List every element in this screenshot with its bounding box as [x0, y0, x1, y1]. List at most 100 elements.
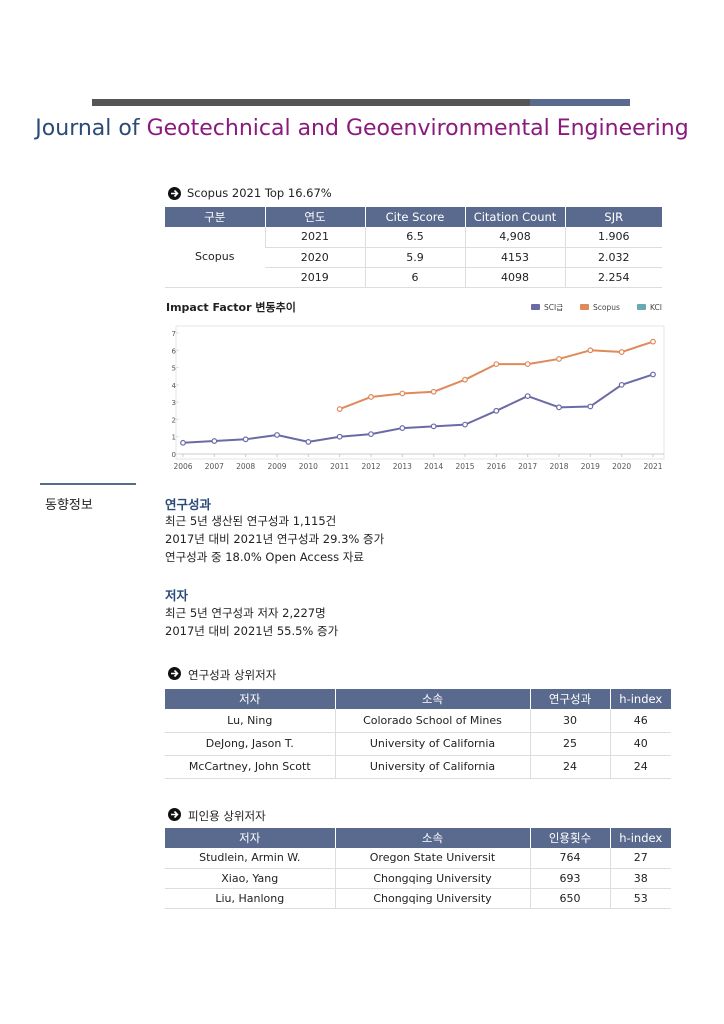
row: McCartney, John Scott University of Calif…: [165, 755, 671, 779]
cell: 25: [529, 732, 610, 756]
research-lines: 최근 5년 생산된 연구성과 1,115건 2017년 대비 2021년 연구성과…: [165, 513, 384, 567]
header-cell: SJR: [564, 207, 662, 227]
data-point: [493, 407, 500, 414]
y-tick-label: 5: [172, 365, 176, 373]
cell: McCartney, John Scott: [165, 755, 335, 779]
data-point: [462, 376, 468, 383]
data-point: [430, 388, 437, 395]
y-tick-label: 7: [172, 330, 176, 338]
header-cell: h-index: [609, 689, 671, 709]
cell: Oregon State Universit: [334, 848, 530, 869]
data-point: [211, 438, 218, 444]
data-point: [368, 431, 374, 438]
bullet-icon: [168, 187, 181, 200]
text-line: 연구성과 중 18.0% Open Access 자료: [165, 550, 364, 564]
header-cell: h-index: [609, 828, 671, 848]
row: Lu, Ning Colorado School of Mines 30 46: [165, 709, 671, 733]
data-point: [399, 390, 406, 397]
data-point: [650, 371, 656, 378]
cell: 6.5: [364, 227, 465, 248]
text-line: 2017년 대비 2021년 55.5% 증가: [165, 624, 339, 638]
data-point: [180, 439, 186, 446]
cell: Chongqing University: [334, 888, 530, 909]
data-point: [618, 349, 625, 355]
legend-label: Scopus: [593, 303, 620, 312]
table-heading: 연구성과 상위저자: [188, 668, 277, 682]
chart: Impact Factor 변동추이 0 1 2 3 4 5 6 7 2006 2007 2008 20…: [166, 300, 665, 471]
cell: DeJong, Jason T.: [165, 732, 335, 756]
cell: Scopus: [165, 227, 265, 288]
row: Scopus 2021 6.5 4,908 1.906: [165, 227, 662, 288]
cell: 4153: [464, 247, 565, 268]
scopus-heading: Scopus 2021 Top 16.67%: [187, 186, 332, 200]
header-row: 저자 소속 인용횟수 h-index: [165, 828, 671, 848]
cell: 27: [609, 848, 671, 869]
chart-title: Impact Factor 변동추이: [166, 300, 296, 314]
data-point: [587, 403, 594, 410]
side-label: 동향정보: [45, 498, 93, 513]
header-cell: 저자: [165, 828, 335, 848]
cell: 5.9: [364, 247, 465, 268]
header-cell: 구분: [165, 207, 265, 227]
data-point: [524, 361, 531, 368]
header-cell: 저자: [165, 689, 335, 709]
cell: 46: [609, 709, 671, 733]
cell: 2.032: [564, 247, 662, 268]
text-line: 2017년 대비 2021년 연구성과 29.3% 증가: [165, 532, 385, 546]
y-tick-label: 3: [172, 399, 176, 407]
header-cell: Citation Count: [464, 207, 565, 227]
cell: 1.906: [564, 227, 662, 248]
header-row: 저자 소속 연구성과 h-index: [165, 689, 671, 709]
series-line: [339, 340, 654, 410]
data-point: [430, 423, 437, 430]
data-point: [587, 347, 594, 354]
header-cell: Cite Score: [364, 207, 465, 227]
x-tick-label: 2017: [518, 462, 537, 471]
cell: 4098: [464, 267, 565, 288]
legend-swatch: [531, 304, 540, 310]
title-b: Geotechnical and Geoenvironmental Engine…: [146, 116, 689, 141]
cell: Xiao, Yang: [165, 868, 335, 889]
y-tick-label: 6: [172, 347, 177, 355]
cell: 764: [529, 848, 610, 869]
cell: 693: [529, 868, 610, 889]
data-point: [462, 421, 468, 428]
top-bar: [92, 99, 530, 106]
data-point: [368, 394, 374, 400]
text-line: 최근 5년 생산된 연구성과 1,115건: [165, 514, 337, 528]
cell: 30: [529, 709, 610, 733]
cell: 650: [529, 888, 610, 909]
cell: Chongqing University: [334, 868, 530, 889]
divider: [40, 483, 136, 485]
cell: Liu, Hanlong: [165, 888, 335, 909]
x-tick-label: 2009: [267, 462, 286, 471]
header-cell: 소속: [334, 828, 530, 848]
legend-swatch: [580, 304, 589, 310]
data-point: [524, 393, 531, 399]
cell: 24: [609, 755, 671, 779]
author-lines: 최근 5년 연구성과 저자 2,227명 2017년 대비 2021년 55.5%…: [165, 605, 338, 641]
cell: Colorado School of Mines: [334, 709, 530, 733]
row: Studlein, Armin W. Oregon State Universit…: [165, 848, 671, 869]
top-authors-table: 저자 소속 연구성과 h-index Lu, Ning Colorado School o…: [165, 689, 671, 779]
row: 2020 5.9 4153 2.032: [165, 247, 662, 268]
legend-swatch: [637, 304, 646, 310]
bullet-icon: [168, 808, 181, 821]
data-point: [305, 439, 312, 445]
x-tick-label: 2008: [236, 462, 255, 471]
section-heading: 저자: [165, 588, 189, 603]
data-point: [493, 361, 500, 368]
data-point: [399, 425, 406, 431]
text-line: 최근 5년 연구성과 저자 2,227명: [165, 606, 326, 620]
x-tick-label: 2014: [424, 462, 443, 471]
section-heading: 연구성과: [165, 497, 212, 512]
y-tick-label: 4: [172, 382, 177, 390]
data-point: [650, 338, 656, 345]
legend-label: SCI급: [544, 303, 563, 312]
cell: Lu, Ning: [165, 709, 335, 733]
row: DeJong, Jason T. University of California…: [165, 732, 671, 756]
y-tick-label: 2: [172, 416, 176, 424]
top-bar-accent: [530, 99, 630, 106]
x-tick-label: 2012: [361, 462, 380, 471]
